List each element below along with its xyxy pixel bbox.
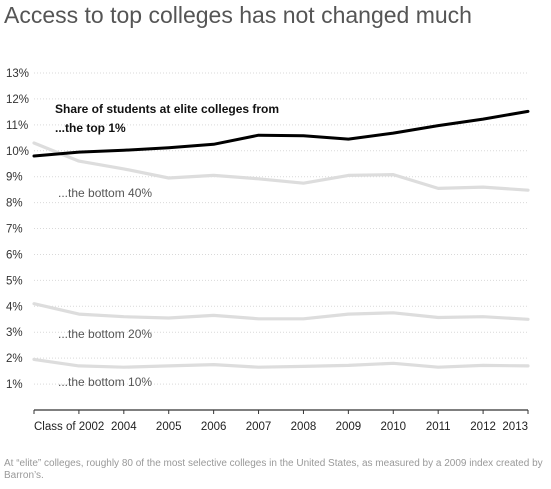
y-tick-label: 8% (6, 198, 23, 210)
x-tick-label: 2004 (111, 421, 137, 433)
y-tick-label: 7% (6, 224, 23, 236)
series-label: ...the bottom 40% (58, 186, 152, 200)
x-tick-label: Class of 2002 (34, 421, 104, 433)
chart-title: Access to top colleges has not changed m… (4, 2, 472, 28)
series-line-the-bottom-10 (32, 357, 530, 369)
series-label: ...the bottom 20% (58, 327, 152, 341)
footnote: At “elite” colleges, roughly 80 of the m… (4, 458, 543, 481)
x-tick-label: 2010 (380, 421, 406, 433)
x-tick-label: 2005 (156, 421, 182, 433)
y-tick-label: 3% (6, 327, 23, 339)
series-line-the-bottom-20 (32, 302, 530, 321)
y-tick-label: 6% (6, 249, 23, 261)
x-tick-label: 2011 (426, 421, 451, 433)
x-tick-label: 2009 (336, 421, 362, 433)
series-label: ...the top 1% (55, 121, 126, 135)
y-tick-label: 10% (6, 146, 29, 158)
annotation-label: Share of students at elite colleges from (55, 102, 279, 116)
y-tick-label: 5% (6, 275, 23, 287)
y-tick-label: 9% (6, 172, 23, 184)
y-tick-label: 1% (6, 379, 23, 391)
series-label: ...the bottom 10% (58, 375, 152, 389)
series-line-the-bottom-40 (32, 141, 530, 192)
y-tick-label: 4% (6, 301, 23, 313)
x-tick-label: 2007 (246, 421, 272, 433)
x-tick-label: 2006 (201, 421, 227, 433)
y-tick-label: 13% (6, 68, 29, 80)
x-tick-label: 2013 (502, 421, 528, 433)
y-tick-label: 12% (6, 94, 29, 106)
y-tick-label: 11% (6, 120, 28, 132)
series-line-top-1 (32, 109, 530, 158)
y-tick-label: 2% (6, 353, 23, 365)
x-tick-label: 2008 (291, 421, 317, 433)
x-tick-label: 2012 (470, 421, 496, 433)
